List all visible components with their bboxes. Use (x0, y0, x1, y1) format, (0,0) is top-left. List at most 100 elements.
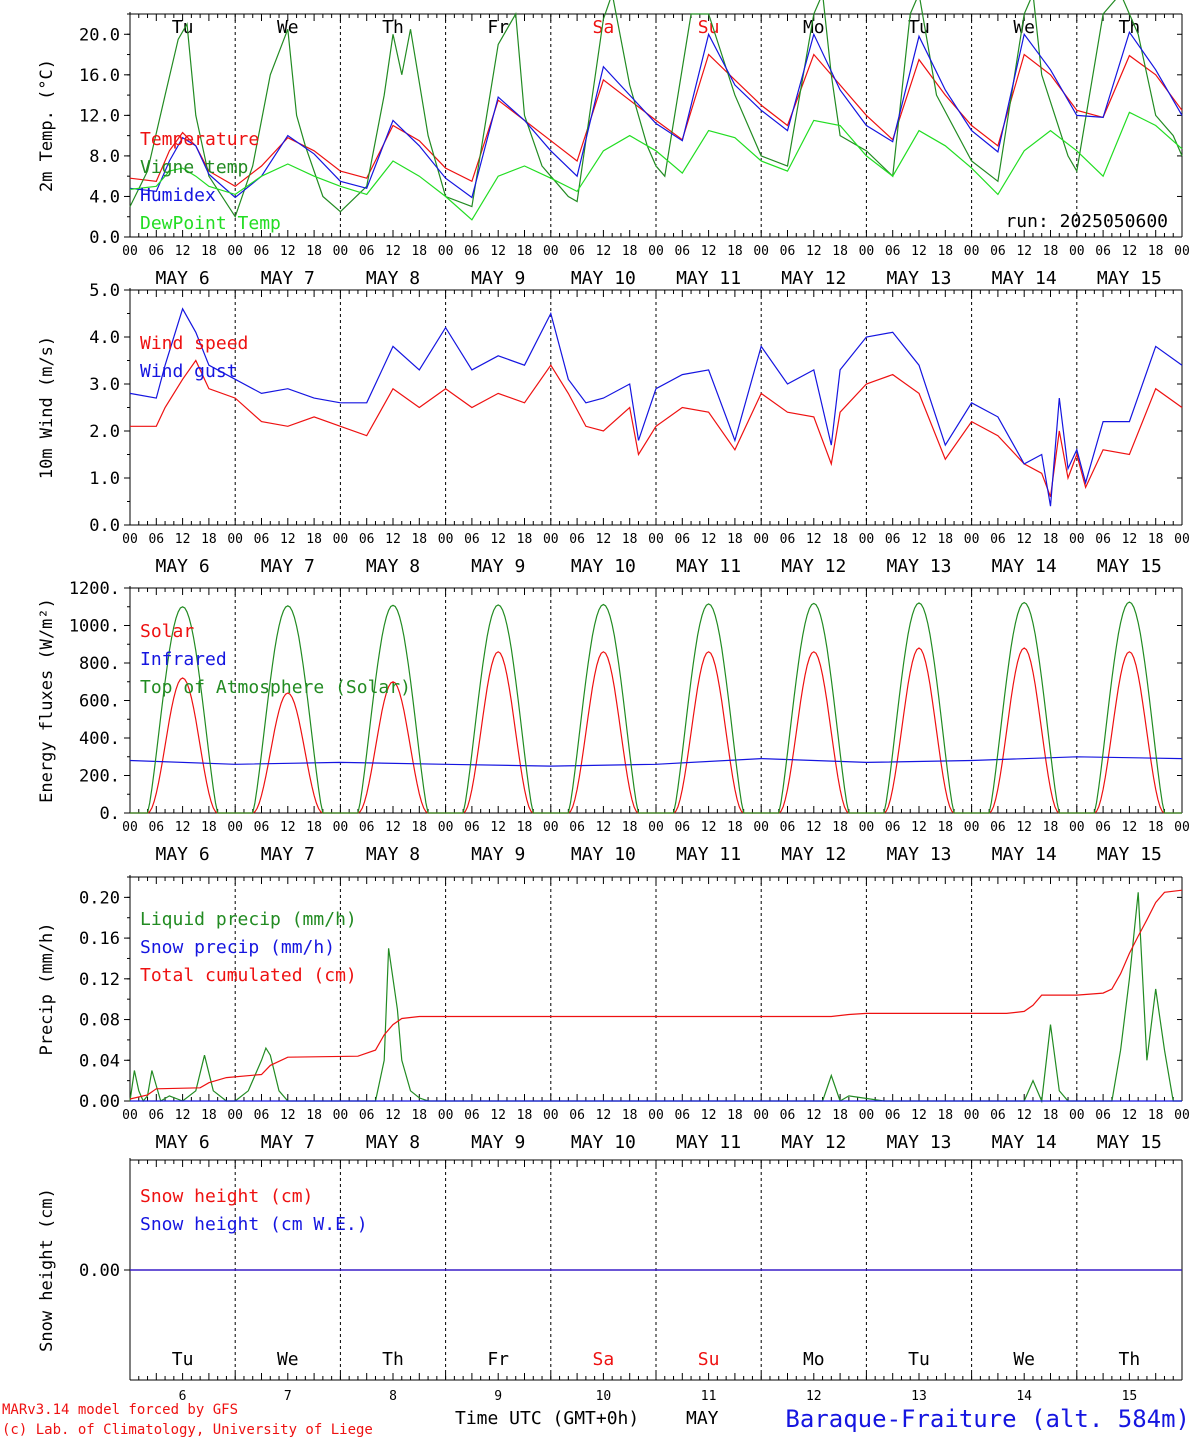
hour-tick-label: 18 (306, 244, 322, 259)
date-label: MAY 12 (781, 1132, 846, 1153)
hour-tick-label: 18 (937, 244, 953, 259)
hour-tick-label: 00 (648, 820, 664, 835)
date-label: MAY 13 (886, 556, 951, 577)
hour-tick-label: 18 (832, 532, 848, 547)
hour-tick-label: 00 (438, 1108, 454, 1123)
hour-tick-label: 18 (727, 1108, 743, 1123)
hour-tick-label: 00 (227, 1108, 243, 1123)
date-label: MAY 11 (676, 268, 741, 289)
hour-tick-label: 12 (806, 532, 822, 547)
day-name-label: We (277, 1349, 299, 1370)
date-label: MAY 13 (886, 844, 951, 865)
hour-tick-label: 12 (1016, 1108, 1032, 1123)
hour-tick-label: 06 (674, 532, 690, 547)
hour-tick-label: 00 (122, 1108, 138, 1123)
series-line-wind-speed (130, 359, 1183, 498)
hour-tick-label: 00 (753, 820, 769, 835)
y-tick-label: 0.16 (79, 929, 120, 949)
hour-tick-label: 12 (596, 244, 612, 259)
hour-tick-label: 06 (674, 244, 690, 259)
hour-tick-label: 00 (859, 532, 875, 547)
legend-entry: Humidex (140, 185, 216, 206)
hour-tick-label: 06 (464, 1108, 480, 1123)
y-tick-label: 0.08 (79, 1011, 120, 1031)
hour-tick-label: 00 (859, 244, 875, 259)
day-name-label: Mo (803, 17, 825, 38)
hour-tick-label: 18 (306, 532, 322, 547)
hour-tick-label: 18 (832, 1108, 848, 1123)
hour-tick-label: 18 (1148, 820, 1164, 835)
hour-tick-label: 12 (701, 532, 717, 547)
date-label: MAY 8 (366, 268, 420, 289)
hour-tick-label: 18 (517, 1108, 533, 1123)
date-label: MAY 10 (571, 556, 636, 577)
hour-tick-label: 00 (333, 1108, 349, 1123)
y-tick-label: 1200. (69, 579, 120, 599)
hour-tick-label: 12 (911, 1108, 927, 1123)
y-tick-label: 3.0 (89, 375, 120, 395)
hour-tick-label: 12 (1122, 1108, 1138, 1123)
hour-tick-label: 18 (727, 820, 743, 835)
hour-tick-label: 18 (201, 820, 217, 835)
hour-tick-label: 06 (885, 244, 901, 259)
hour-tick-label: 12 (385, 244, 401, 259)
panel-precip: 0.00 0.04 0.08 0.12 0.16 0.20 Precip (mm/h) 00 0… (37, 875, 1190, 1153)
hour-tick-label: 06 (464, 532, 480, 547)
legend-entry: Vigne temp (140, 157, 248, 178)
y-tick-label: 5.0 (89, 281, 120, 301)
footer-model-credit: MARv3.14 model forced by GFS (2, 1402, 238, 1418)
hour-tick-label: 06 (254, 820, 270, 835)
hour-tick-label: 18 (201, 1108, 217, 1123)
hour-tick-label: 18 (832, 820, 848, 835)
hour-tick-label: 00 (333, 820, 349, 835)
hour-tick-label: 06 (148, 820, 164, 835)
hour-tick-label: 12 (175, 1108, 191, 1123)
hour-tick-label: 00 (1174, 820, 1190, 835)
hour-tick-label: 12 (385, 532, 401, 547)
hour-tick-label: 12 (806, 820, 822, 835)
series-line-wind-gust (129, 307, 1183, 507)
date-label: MAY 13 (886, 1132, 951, 1153)
hour-tick-label: 06 (885, 1108, 901, 1123)
date-label: MAY 8 (366, 556, 420, 577)
hour-tick-label: 00 (1069, 532, 1085, 547)
hour-tick-label: 18 (306, 1108, 322, 1123)
y-tick-label: 4.0 (89, 187, 120, 207)
hour-tick-label: 18 (727, 532, 743, 547)
date-label: MAY 10 (571, 844, 636, 865)
hour-tick-label: 00 (122, 244, 138, 259)
hour-tick-label: 12 (280, 820, 296, 835)
series-line-vigne-temp (129, 0, 1183, 219)
hour-tick-label: 06 (885, 820, 901, 835)
hour-tick-label: 06 (464, 820, 480, 835)
date-label: MAY 15 (1097, 268, 1162, 289)
hour-tick-label: 00 (227, 244, 243, 259)
day-name-label: Th (1119, 1349, 1141, 1370)
hour-tick-label: 00 (543, 820, 559, 835)
panel-snow: 0.00 Snow height (cm) Snow height (cm) Snow… (37, 1158, 1183, 1404)
hour-tick-label: 12 (175, 244, 191, 259)
hour-tick-label: 12 (490, 244, 506, 259)
hour-tick-label: 12 (911, 532, 927, 547)
date-label: MAY 6 (156, 844, 210, 865)
panel-energy: 0. 200. 400. 600. 800. 1000. 1200. Energy fluxe… (37, 579, 1190, 865)
hour-tick-label: 06 (674, 820, 690, 835)
day-name-label: Fr (487, 1349, 509, 1370)
hour-tick-label: 12 (701, 1108, 717, 1123)
legend-entry: Wind gust (140, 361, 238, 382)
legend-entry: Temperature (140, 129, 259, 150)
hour-tick-label: 12 (280, 532, 296, 547)
day-name-label: Su (698, 1349, 720, 1370)
hour-tick-label: 06 (254, 1108, 270, 1123)
hour-tick-label: 06 (464, 244, 480, 259)
series-line-total-cumulated-cm (129, 889, 1183, 1100)
hour-tick-label: 00 (438, 820, 454, 835)
hour-tick-label: 12 (490, 1108, 506, 1123)
date-label: MAY 7 (261, 1132, 315, 1153)
date-label: MAY 15 (1097, 556, 1162, 577)
date-label: MAY 11 (676, 844, 741, 865)
hour-tick-label: 06 (780, 532, 796, 547)
hour-tick-label: 00 (227, 532, 243, 547)
hour-tick-label: 06 (569, 532, 585, 547)
hour-tick-label: 18 (517, 244, 533, 259)
